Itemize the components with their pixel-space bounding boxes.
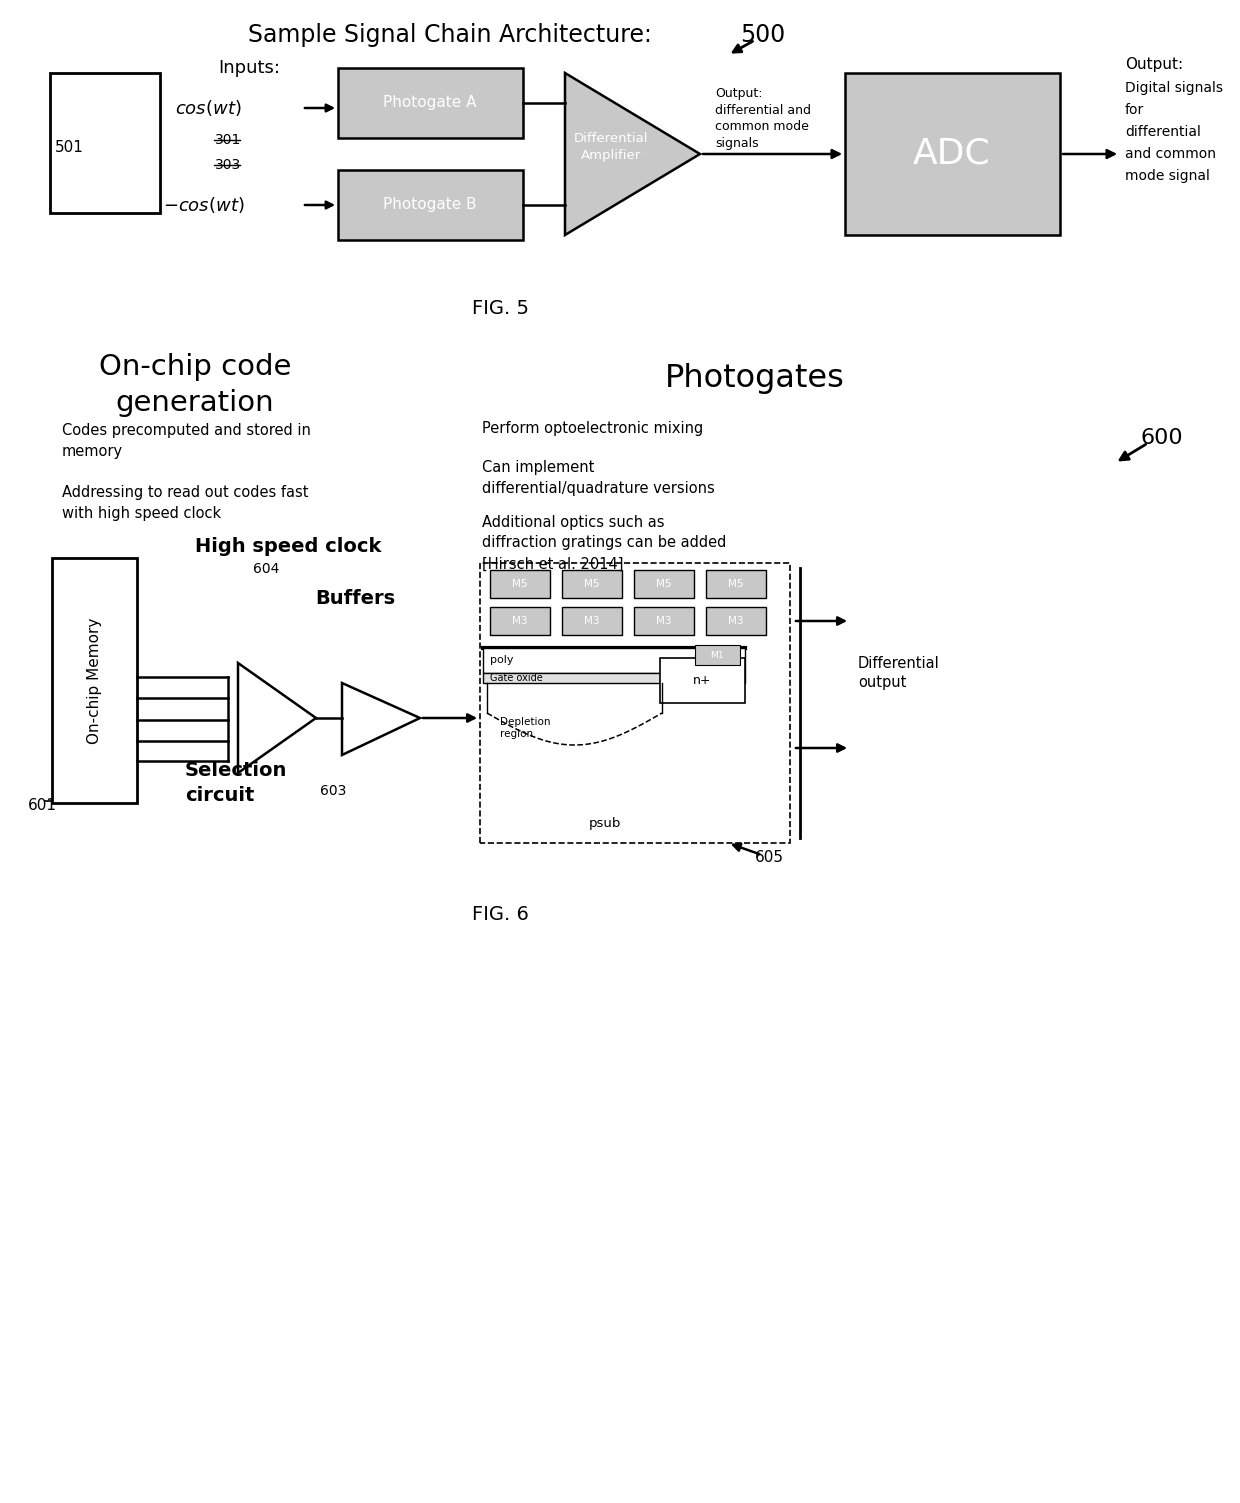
Text: M3: M3 xyxy=(512,616,528,627)
Polygon shape xyxy=(660,658,745,703)
Polygon shape xyxy=(238,663,316,773)
Text: M5: M5 xyxy=(656,579,672,589)
Polygon shape xyxy=(490,607,551,634)
Text: On-chip Memory: On-chip Memory xyxy=(87,618,102,744)
Text: 605: 605 xyxy=(755,851,784,866)
Text: ADC: ADC xyxy=(913,137,991,171)
Text: Gate oxide: Gate oxide xyxy=(490,673,543,682)
Polygon shape xyxy=(565,74,701,234)
Polygon shape xyxy=(634,607,694,634)
Polygon shape xyxy=(50,74,160,213)
Text: Output:: Output: xyxy=(1125,57,1183,72)
Text: M5: M5 xyxy=(584,579,600,589)
Text: Photogate B: Photogate B xyxy=(383,197,477,212)
Polygon shape xyxy=(706,607,766,634)
Polygon shape xyxy=(484,648,745,673)
Text: Buffers: Buffers xyxy=(315,589,396,607)
Text: M3: M3 xyxy=(728,616,744,627)
Text: 500: 500 xyxy=(740,23,785,47)
Text: mode signal: mode signal xyxy=(1125,168,1210,183)
Text: M3: M3 xyxy=(656,616,672,627)
Text: for: for xyxy=(1125,104,1145,117)
Text: 600: 600 xyxy=(1140,428,1183,448)
Text: n+: n+ xyxy=(693,675,712,687)
Text: FIG. 6: FIG. 6 xyxy=(471,905,528,924)
Text: Sample Signal Chain Architecture:: Sample Signal Chain Architecture: xyxy=(248,23,652,47)
Polygon shape xyxy=(490,570,551,598)
Polygon shape xyxy=(342,682,420,755)
Text: differential and: differential and xyxy=(715,104,811,117)
Text: FIG. 5: FIG. 5 xyxy=(471,299,528,317)
Text: On-chip code
generation: On-chip code generation xyxy=(99,353,291,418)
Text: Addressing to read out codes fast
with high speed clock: Addressing to read out codes fast with h… xyxy=(62,485,309,522)
Text: Can implement
differential/quadrature versions: Can implement differential/quadrature ve… xyxy=(482,460,714,496)
Text: 603: 603 xyxy=(320,785,346,798)
Text: Inputs:: Inputs: xyxy=(218,59,280,77)
Text: M5: M5 xyxy=(728,579,744,589)
Text: and common: and common xyxy=(1125,147,1216,161)
Polygon shape xyxy=(52,558,136,803)
Polygon shape xyxy=(694,645,740,664)
Polygon shape xyxy=(339,170,523,240)
Text: Depletion
region: Depletion region xyxy=(500,717,551,739)
Polygon shape xyxy=(562,607,622,634)
Text: poly: poly xyxy=(490,655,513,664)
Text: Output:: Output: xyxy=(715,87,763,99)
Text: M5: M5 xyxy=(512,579,528,589)
Text: Selection
circuit: Selection circuit xyxy=(185,761,288,806)
Polygon shape xyxy=(562,570,622,598)
Text: 604: 604 xyxy=(253,562,279,576)
Text: Photogate A: Photogate A xyxy=(383,96,476,111)
Polygon shape xyxy=(634,570,694,598)
Text: Differential
Amplifier: Differential Amplifier xyxy=(574,132,649,162)
Text: Digital signals: Digital signals xyxy=(1125,81,1223,95)
Polygon shape xyxy=(484,673,745,682)
Text: High speed clock: High speed clock xyxy=(195,538,382,556)
Text: psub: psub xyxy=(589,816,621,830)
Polygon shape xyxy=(844,74,1060,234)
Text: common mode: common mode xyxy=(715,120,808,134)
Polygon shape xyxy=(706,570,766,598)
Text: $-cos(wt)$: $-cos(wt)$ xyxy=(162,195,244,215)
Polygon shape xyxy=(480,564,790,843)
Text: M1: M1 xyxy=(711,651,724,660)
Text: 303: 303 xyxy=(215,158,242,171)
Text: Perform optoelectronic mixing: Perform optoelectronic mixing xyxy=(482,421,703,436)
Text: M3: M3 xyxy=(584,616,600,627)
Text: 501: 501 xyxy=(55,140,84,155)
Text: 301: 301 xyxy=(215,132,242,147)
Text: Additional optics such as
diffraction gratings can be added
[Hirsch et al. 2014]: Additional optics such as diffraction gr… xyxy=(482,514,727,571)
Text: signals: signals xyxy=(715,137,759,150)
Polygon shape xyxy=(339,68,523,138)
Text: Photogates: Photogates xyxy=(665,362,844,394)
Text: Differential
output: Differential output xyxy=(858,655,940,690)
Text: differential: differential xyxy=(1125,125,1200,138)
Text: $cos(wt)$: $cos(wt)$ xyxy=(175,98,242,119)
Text: Codes precomputed and stored in
memory: Codes precomputed and stored in memory xyxy=(62,422,311,458)
Text: 601: 601 xyxy=(29,798,57,813)
